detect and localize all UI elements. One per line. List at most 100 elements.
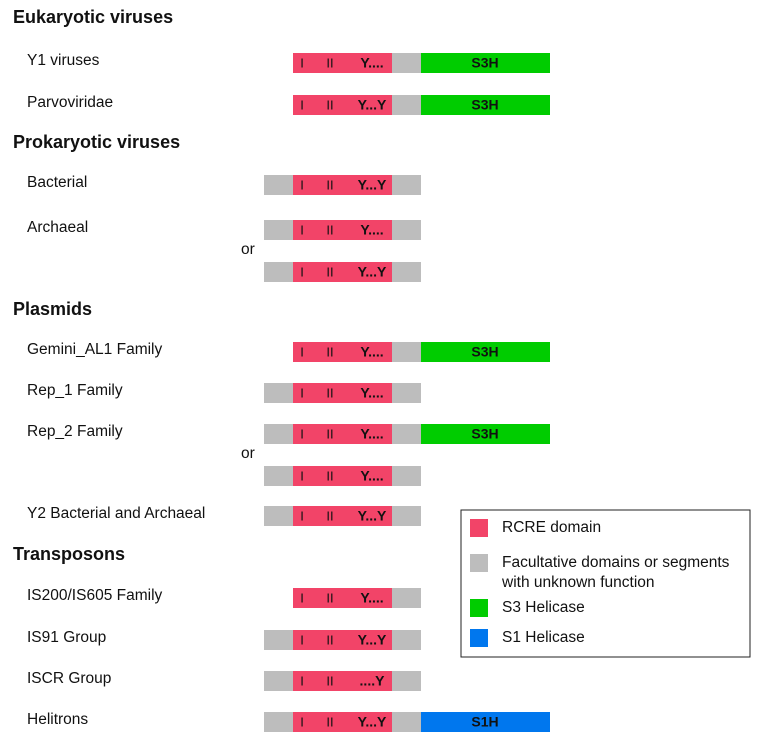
rcre-domain [293,175,392,195]
segment [392,342,421,362]
row-label: Bacterial [27,174,87,191]
motif: Y...Y [358,632,387,648]
section-title: Plasmids [13,299,92,319]
segment [392,220,421,240]
helicase [421,342,550,362]
rcre-domain [293,424,392,444]
motif: I [300,385,304,400]
row-label: Y1 viruses [27,52,100,69]
motif: I [300,177,304,192]
segment [392,671,421,691]
motif: II [326,264,333,279]
segment [264,262,293,282]
segment [392,175,421,195]
motif: II [326,222,333,237]
helicase-label: S1H [471,714,498,730]
segment [392,712,421,732]
or-label: or [241,241,255,258]
motif: Y.... [360,590,383,606]
segment [392,506,421,526]
legend-swatch [470,599,488,617]
segment [264,506,293,526]
motif: II [326,590,333,605]
section-title: Transposons [13,544,125,564]
motif: I [300,55,304,70]
motif: I [300,590,304,605]
segment [264,220,293,240]
motif: Y...Y [358,264,387,280]
motif: Y.... [360,344,383,360]
motif: I [300,714,304,729]
motif: I [300,632,304,647]
helicase-label: S3H [471,97,498,113]
helicase [421,53,550,73]
motif: II [326,344,333,359]
legend-label: S3 Helicase [502,599,585,616]
legend-label: RCRE domain [502,519,601,536]
segment [392,424,421,444]
section-title: Prokaryotic viruses [13,132,180,152]
segment [264,466,293,486]
section-title: Eukaryotic viruses [13,7,173,27]
motif: I [300,222,304,237]
row-label: Gemini_AL1 Family [27,341,162,358]
helicase-label: S3H [471,344,498,360]
motif: II [326,632,333,647]
motif: I [300,344,304,359]
rcre-domain [293,95,392,115]
row-label: Archaeal [27,219,88,236]
motif: I [300,264,304,279]
motif: Y.... [360,55,383,71]
rcre-domain [293,220,392,240]
segment [392,383,421,403]
segment [392,53,421,73]
motif: II [326,508,333,523]
rcre-domain [293,588,392,608]
row-label: Rep_1 Family [27,382,123,399]
rcre-domain [293,383,392,403]
segment [392,588,421,608]
legend-label: S1 Helicase [502,629,585,646]
motif: I [300,508,304,523]
row-label: ISCR Group [27,670,111,687]
motif: I [300,673,304,688]
rcre-domain [293,342,392,362]
motif: II [326,97,333,112]
motif: II [326,714,333,729]
motif: Y...Y [358,714,387,730]
motif: I [300,468,304,483]
row-label: Parvoviridae [27,94,113,111]
motif: II [326,55,333,70]
legend-label: with unknown function [501,574,655,591]
segment [392,95,421,115]
rcre-domain [293,262,392,282]
motif: II [326,177,333,192]
motif: Y...Y [358,177,387,193]
rcre-domain [293,630,392,650]
legend-swatch [470,519,488,537]
helicase-label: S3H [471,55,498,71]
segment [264,712,293,732]
motif: II [326,385,333,400]
helicase-label: S3H [471,426,498,442]
segment [264,175,293,195]
rcre-domain [293,712,392,732]
segment [264,671,293,691]
segment [392,630,421,650]
legend-swatch [470,554,488,572]
motif: II [326,468,333,483]
motif: Y.... [360,385,383,401]
segment [392,466,421,486]
legend-box [460,509,751,658]
motif: Y...Y [358,508,387,524]
motif: Y.... [360,426,383,442]
segment [264,383,293,403]
motif: Y.... [360,222,383,238]
segment [392,262,421,282]
legend-label: Facultative domains or segments [502,554,730,571]
rcre-domain [293,671,392,691]
motif: I [300,97,304,112]
row-label: Rep_2 Family [27,423,123,440]
rcre-domain [293,506,392,526]
